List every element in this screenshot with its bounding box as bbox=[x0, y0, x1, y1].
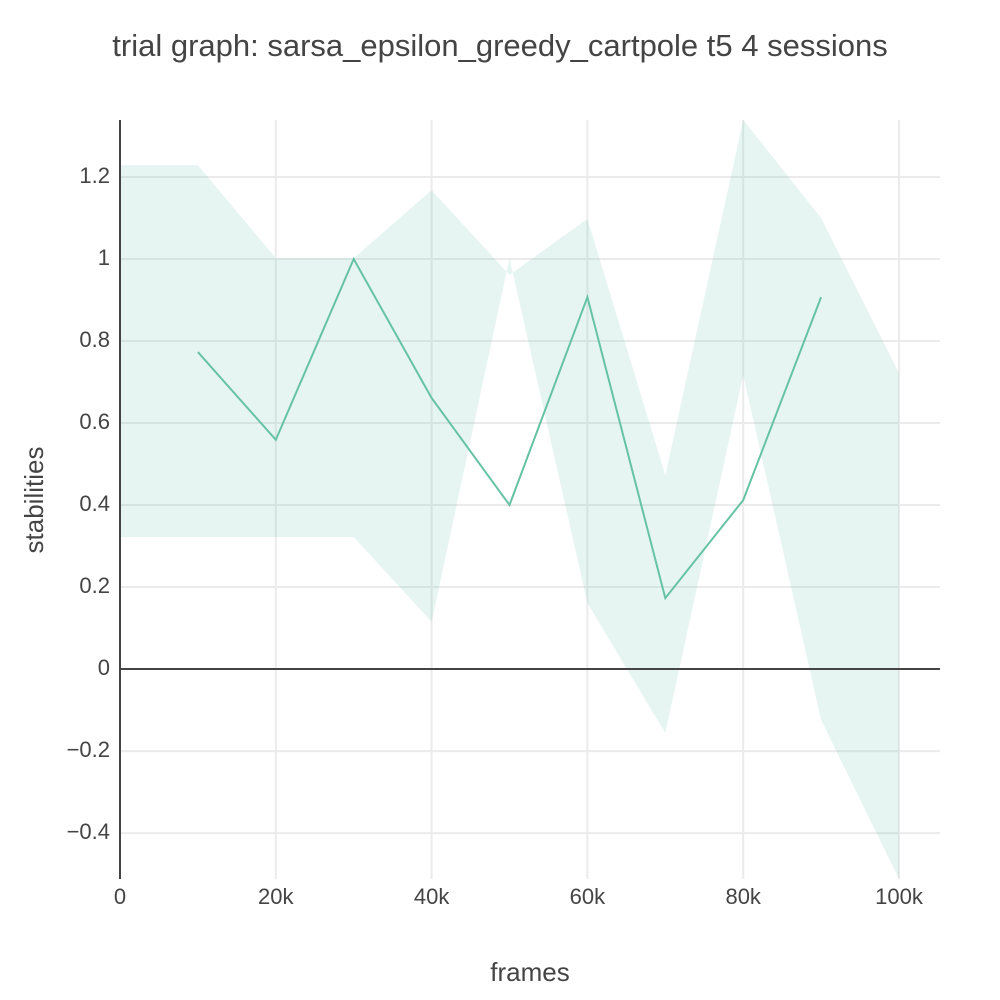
y-tick-label: 1.2 bbox=[79, 163, 110, 188]
chart-title: trial graph: sarsa_epsilon_greedy_cartpo… bbox=[112, 28, 887, 63]
y-tick-label: 0.8 bbox=[79, 327, 110, 352]
x-tick-label: 0 bbox=[114, 884, 126, 909]
x-tick-label: 40k bbox=[414, 884, 450, 909]
x-tick-label: 20k bbox=[258, 884, 294, 909]
x-tick-label: 100k bbox=[875, 884, 924, 909]
y-tick-label: −0.4 bbox=[67, 819, 110, 844]
data-line bbox=[197, 256, 823, 601]
y-tick-label: 0 bbox=[98, 655, 110, 680]
y-tick-label: 0.2 bbox=[79, 573, 110, 598]
y-tick-label: −0.2 bbox=[67, 737, 110, 762]
confidence-band bbox=[120, 120, 900, 879]
x-axis-label: frames bbox=[490, 957, 569, 987]
y-axis-label: stabilities bbox=[19, 447, 49, 554]
x-tick-label: 80k bbox=[725, 884, 761, 909]
x-tick-label: 60k bbox=[570, 884, 606, 909]
y-tick-label: 0.4 bbox=[79, 491, 110, 516]
y-tick-label: 0.6 bbox=[79, 409, 110, 434]
y-tick-label: 1 bbox=[98, 245, 110, 270]
